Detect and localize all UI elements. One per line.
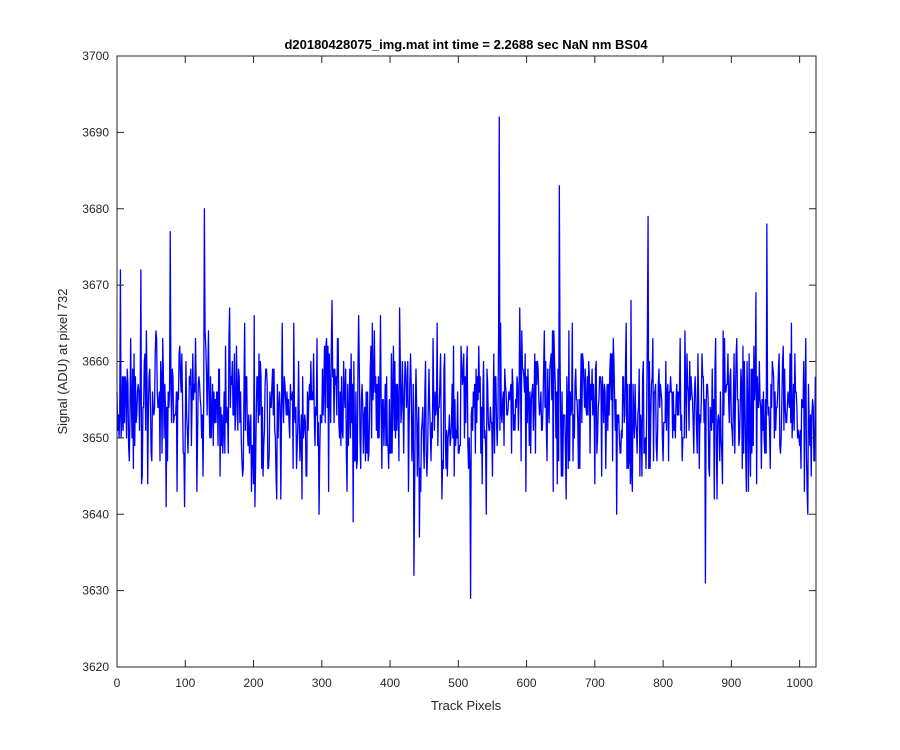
x-tick-label: 200 — [244, 676, 264, 690]
chart-title: d20180428075_img.mat int time = 2.2688 s… — [284, 37, 648, 52]
x-tick-label: 700 — [585, 676, 605, 690]
x-axis-label: Track Pixels — [431, 698, 502, 713]
y-axis-label: Signal (ADU) at pixel 732 — [55, 289, 70, 435]
x-tick-label: 0 — [114, 676, 121, 690]
y-tick-label: 3690 — [82, 125, 109, 139]
signal-series-line — [116, 116, 816, 599]
y-axis: 3620 3630 3640 3650 3660 3670 3680 3690 3700 — [82, 49, 816, 674]
x-tick-label: 500 — [448, 676, 468, 690]
x-tick-label: 800 — [653, 676, 673, 690]
y-tick-label: 3620 — [82, 660, 109, 674]
x-tick-label: 900 — [721, 676, 741, 690]
y-tick-label: 3640 — [82, 507, 109, 521]
x-tick-label: 400 — [380, 676, 400, 690]
y-tick-label: 3630 — [82, 584, 109, 598]
y-tick-label: 3670 — [82, 278, 109, 292]
y-tick-label: 3700 — [82, 49, 109, 63]
x-tick-label: 100 — [175, 676, 195, 690]
series-layer — [116, 116, 816, 599]
x-axis: 0 100 200 300 400 500 600 700 800 900 1000 — [114, 56, 813, 690]
x-tick-label: 600 — [517, 676, 537, 690]
y-tick-label: 3660 — [82, 355, 109, 369]
x-tick-label: 300 — [312, 676, 332, 690]
y-tick-label: 3680 — [82, 202, 109, 216]
y-tick-label: 3650 — [82, 431, 109, 445]
x-tick-label: 1000 — [786, 676, 813, 690]
